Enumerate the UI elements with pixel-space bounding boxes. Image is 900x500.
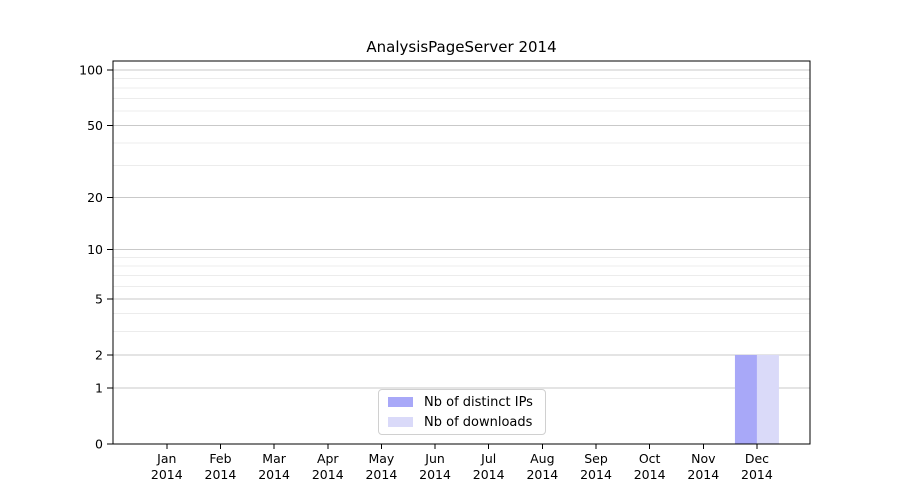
legend: Nb of distinct IPs Nb of downloads bbox=[378, 389, 546, 435]
svg-text:Apr: Apr bbox=[317, 451, 339, 466]
legend-item-downloads: Nb of downloads bbox=[388, 414, 545, 431]
svg-text:2014: 2014 bbox=[419, 467, 451, 482]
svg-text:5: 5 bbox=[95, 291, 103, 306]
svg-text:2: 2 bbox=[95, 347, 103, 362]
svg-text:20: 20 bbox=[87, 190, 103, 205]
svg-text:Aug: Aug bbox=[530, 451, 554, 466]
svg-text:100: 100 bbox=[79, 63, 103, 78]
svg-text:2014: 2014 bbox=[580, 467, 612, 482]
svg-text:2014: 2014 bbox=[151, 467, 183, 482]
svg-text:Feb: Feb bbox=[209, 451, 231, 466]
svg-text:May: May bbox=[368, 451, 394, 466]
svg-text:Mar: Mar bbox=[262, 451, 286, 466]
svg-text:2014: 2014 bbox=[258, 467, 290, 482]
svg-text:1: 1 bbox=[95, 380, 103, 395]
svg-text:2014: 2014 bbox=[526, 467, 558, 482]
svg-text:2014: 2014 bbox=[473, 467, 505, 482]
legend-label-distinct-ips: Nb of distinct IPs bbox=[424, 394, 533, 410]
svg-text:Nov: Nov bbox=[691, 451, 716, 466]
svg-text:2014: 2014 bbox=[741, 467, 773, 482]
svg-text:2014: 2014 bbox=[365, 467, 397, 482]
svg-text:Sep: Sep bbox=[584, 451, 608, 466]
svg-text:Jul: Jul bbox=[480, 451, 496, 466]
svg-text:10: 10 bbox=[87, 242, 103, 257]
legend-swatch-downloads-icon bbox=[388, 417, 413, 427]
svg-text:2014: 2014 bbox=[634, 467, 666, 482]
svg-text:Jun: Jun bbox=[424, 451, 445, 466]
legend-swatch-distinct-ips-icon bbox=[388, 397, 413, 407]
svg-text:Oct: Oct bbox=[639, 451, 661, 466]
svg-text:50: 50 bbox=[87, 118, 103, 133]
svg-text:Jan: Jan bbox=[156, 451, 176, 466]
legend-label-downloads: Nb of downloads bbox=[424, 414, 533, 430]
svg-text:2014: 2014 bbox=[687, 467, 719, 482]
legend-item-distinct-ips: Nb of distinct IPs bbox=[388, 394, 545, 411]
chart-title: AnalysisPageServer 2014 bbox=[366, 38, 557, 56]
svg-text:Dec: Dec bbox=[745, 451, 769, 466]
svg-text:0: 0 bbox=[95, 437, 103, 452]
svg-text:2014: 2014 bbox=[312, 467, 344, 482]
svg-text:2014: 2014 bbox=[205, 467, 237, 482]
